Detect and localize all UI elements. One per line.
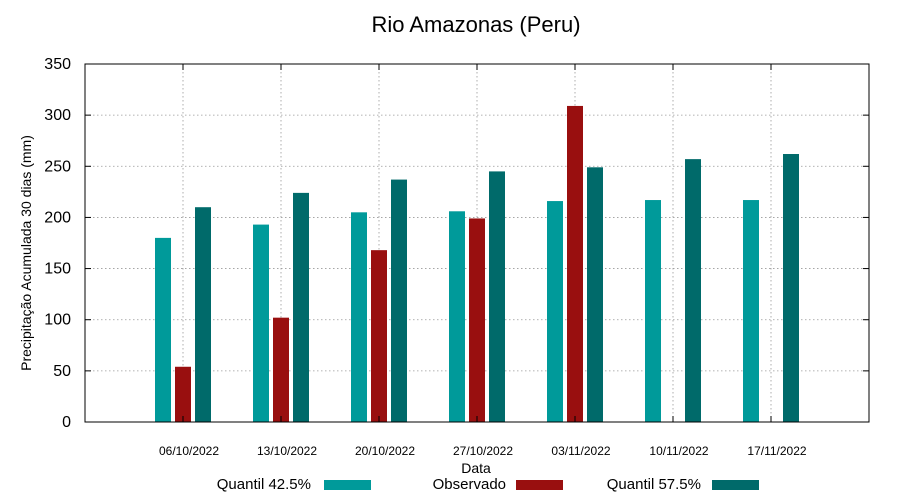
x-tick-label: 13/10/2022 — [257, 444, 317, 458]
legend-swatch — [712, 480, 759, 490]
bar-quantil-57-5--5 — [685, 159, 701, 422]
y-tick-label: 250 — [44, 158, 71, 175]
x-axis-ticks: 06/10/2022 13/10/2022 20/10/2022 27/10/2022… — [159, 64, 807, 458]
legend-swatch — [324, 480, 371, 490]
legend-label: Quantil 57.5% — [607, 476, 701, 493]
y-tick-label: 350 — [44, 56, 71, 73]
x-tick-label: 27/10/2022 — [453, 444, 513, 458]
bar-observado-4 — [567, 105, 583, 423]
y-tick-label: 200 — [44, 209, 71, 226]
bar-quantil-57-5--6 — [783, 154, 799, 423]
x-tick-label: 17/11/2022 — [747, 444, 806, 458]
bar-quantil-57-5--1 — [293, 192, 309, 422]
bar-quantil-57-5--3 — [489, 171, 505, 422]
chart-title: Rio Amazonas (Peru) — [371, 12, 580, 37]
y-axis-ticks: 0 50 100 150 200 250 300 350 — [44, 56, 869, 431]
legend-label: Observado — [433, 476, 506, 493]
x-tick-label: 20/10/2022 — [355, 444, 415, 458]
bar-quantil-42-5--5 — [645, 200, 661, 422]
y-tick-label: 150 — [44, 261, 71, 278]
bar-quantil-42-5--0 — [155, 237, 171, 422]
bar-quantil-42-5--3 — [449, 211, 465, 422]
bar-quantil-57-5--0 — [195, 207, 211, 422]
bar-quantil-57-5--2 — [391, 179, 407, 422]
x-tick-label: 10/11/2022 — [649, 444, 708, 458]
bar-quantil-42-5--4 — [547, 201, 563, 422]
legend: Quantil 42.5% Observado Quantil 57.5% — [217, 476, 759, 493]
bar-quantil-42-5--6 — [743, 200, 759, 422]
y-tick-label: 300 — [44, 107, 71, 124]
bar-observado-3 — [469, 218, 485, 422]
bar-observado-2 — [371, 250, 387, 422]
bar-quantil-42-5--1 — [253, 224, 269, 422]
x-tick-label: 03/11/2022 — [551, 444, 610, 458]
bar-layer — [155, 105, 799, 423]
y-tick-label: 0 — [62, 414, 71, 431]
x-axis-label: Data — [461, 460, 491, 476]
y-tick-label: 50 — [53, 363, 71, 380]
bar-quantil-42-5--2 — [351, 212, 367, 422]
legend-swatch — [516, 480, 563, 490]
y-axis-label: Precipitação Acumulada 30 dias (mm) — [18, 135, 34, 371]
bar-observado-0 — [175, 366, 191, 422]
bar-quantil-57-5--4 — [587, 167, 603, 422]
y-tick-label: 100 — [44, 312, 71, 329]
bar-observado-1 — [273, 317, 289, 422]
x-tick-label: 06/10/2022 — [159, 444, 219, 458]
legend-label: Quantil 42.5% — [217, 476, 311, 493]
